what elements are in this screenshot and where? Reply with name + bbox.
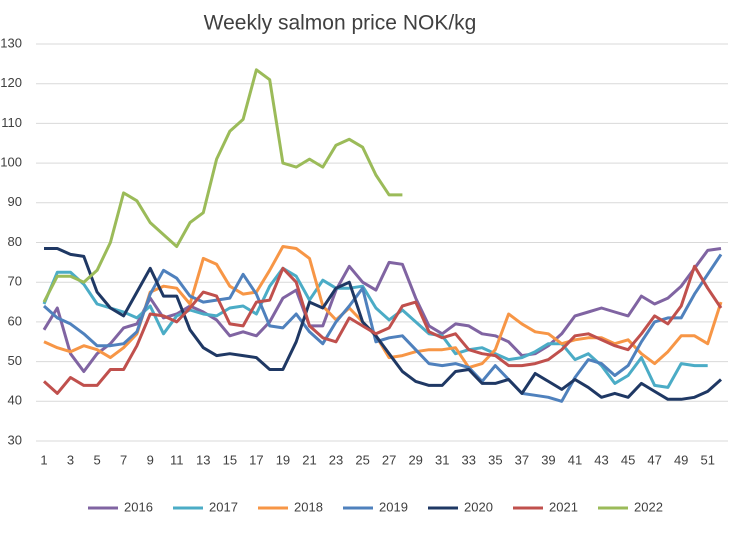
x-tick-label: 35: [488, 452, 502, 467]
x-tick-label: 27: [382, 452, 396, 467]
y-tick-label: 30: [8, 432, 22, 447]
y-tick-label: 100: [0, 155, 22, 170]
legend-label: 2022: [634, 499, 663, 514]
y-tick-label: 40: [8, 393, 22, 408]
x-tick-label: 7: [120, 452, 127, 467]
x-tick-label: 45: [621, 452, 635, 467]
x-tick-label: 19: [276, 452, 290, 467]
series-line: [42, 247, 722, 373]
x-tick-label: 1: [40, 452, 47, 467]
x-tick-label: 37: [515, 452, 529, 467]
series-line: [42, 68, 403, 303]
x-tick-label: 11: [170, 452, 184, 467]
y-tick-label: 60: [8, 313, 22, 328]
x-tick-label: 21: [302, 452, 316, 467]
y-tick-label: 70: [8, 274, 22, 289]
y-tick-label: 50: [8, 353, 22, 368]
legend-label: 2019: [379, 499, 408, 514]
y-tick-label: 120: [0, 75, 22, 90]
y-tick-label: 110: [1, 115, 22, 130]
legend-label: 2018: [294, 499, 323, 514]
x-tick-label: 5: [93, 452, 100, 467]
x-tick-label: 39: [541, 452, 555, 467]
x-tick-label: 41: [568, 452, 582, 467]
legend-label: 2021: [549, 499, 578, 514]
x-tick-label: 17: [249, 452, 263, 467]
x-tick-label: 51: [700, 452, 714, 467]
legend-label: 2020: [464, 499, 493, 514]
series-line: [44, 247, 723, 401]
series-line: [42, 264, 723, 395]
legend-label: 2016: [124, 499, 153, 514]
x-tick-label: 15: [223, 452, 237, 467]
y-tick-label: 90: [8, 194, 22, 209]
x-tick-label: 23: [329, 452, 343, 467]
x-tick-label: 25: [355, 452, 369, 467]
y-tick-label: 80: [8, 234, 22, 249]
x-tick-label: 13: [196, 452, 210, 467]
x-tick-label: 49: [674, 452, 688, 467]
y-tick-label: 130: [0, 35, 22, 50]
x-tick-label: 9: [147, 452, 154, 467]
x-tick-label: 3: [67, 452, 74, 467]
x-tick-label: 31: [435, 452, 449, 467]
x-tick-label: 43: [594, 452, 608, 467]
legend-label: 2017: [209, 499, 238, 514]
x-tick-label: 29: [408, 452, 422, 467]
x-tick-label: 33: [462, 452, 476, 467]
chart-title: Weekly salmon price NOK/kg: [204, 12, 477, 35]
x-tick-label: 47: [647, 452, 661, 467]
